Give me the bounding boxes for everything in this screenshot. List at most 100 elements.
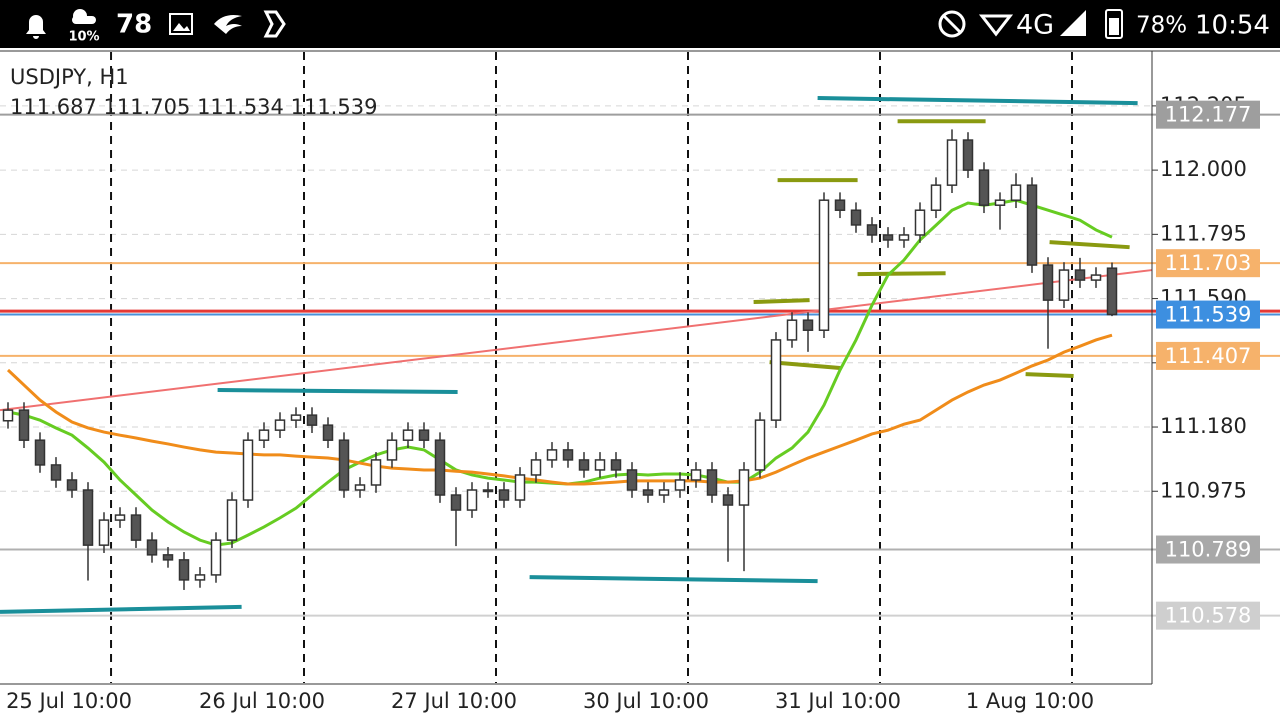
price-label: 111.539: [1165, 303, 1252, 327]
open-value: 111.687: [10, 95, 97, 119]
battery-level: 78%: [1136, 13, 1187, 39]
high-value: 111.705: [104, 95, 191, 119]
candle-body: [978, 169, 990, 206]
drawn-segment: [529, 575, 818, 584]
x-tick-label: 25 Jul 10:00: [6, 689, 132, 713]
drawn-segment: [857, 271, 946, 277]
notification-count: 78: [116, 10, 152, 40]
candle-body: [610, 459, 622, 471]
y-tick-label: 111.180: [1160, 414, 1247, 438]
price-label: 111.703: [1165, 251, 1252, 275]
price-label-box: [1156, 249, 1260, 278]
y-tick-label: 110.975: [1160, 478, 1247, 502]
candle-body: [690, 469, 702, 481]
plot: [0, 52, 1280, 683]
candle-body: [738, 469, 750, 506]
candle-body: [898, 234, 910, 241]
x-tick-label: 1 Aug 10:00: [966, 689, 1094, 713]
candle-body: [658, 489, 670, 496]
candle-body: [194, 574, 206, 581]
candle-body: [706, 469, 718, 496]
candle-body: [274, 419, 286, 431]
candle-body: [226, 499, 238, 541]
price-label-box: [1156, 100, 1260, 129]
candle-body: [530, 459, 542, 476]
candle-body: [2, 409, 14, 422]
candle-body: [962, 139, 974, 171]
candle-body: [258, 429, 270, 441]
candle-body: [626, 469, 638, 491]
drawn-segment: [0, 269, 1153, 412]
candle-body: [210, 539, 222, 576]
weather-text: 10%: [68, 30, 99, 45]
candle-body: [834, 199, 846, 211]
drawn-segment: [217, 388, 458, 394]
price-label-box: [1156, 601, 1260, 630]
candle-body: [1042, 264, 1054, 301]
candle-body: [578, 459, 590, 471]
drawn-segment: [817, 96, 1138, 106]
candle-body: [786, 319, 798, 341]
candle-body: [82, 489, 94, 546]
candle-body: [482, 489, 494, 493]
close-value: 111.539: [291, 95, 378, 119]
candle-body: [354, 484, 366, 491]
low-value: 111.534: [197, 95, 284, 119]
candle-body: [930, 184, 942, 211]
candle-body: [418, 429, 430, 441]
price-label: 112.177: [1165, 103, 1252, 127]
candle-body: [914, 209, 926, 236]
candle-body: [114, 514, 126, 521]
candle-body: [866, 224, 878, 236]
price-label-box: [1156, 535, 1260, 564]
candle-body: [242, 439, 254, 501]
candle-body: [802, 319, 814, 331]
drawn-segment: [1049, 240, 1130, 250]
candle-body: [18, 409, 30, 441]
y-tick-label: 112.000: [1160, 157, 1247, 181]
candle-body: [338, 439, 350, 491]
drawn-segment: [753, 298, 810, 305]
candle-body: [674, 479, 686, 491]
candle-body: [754, 419, 766, 471]
candle-body: [1090, 274, 1102, 281]
candle-body: [450, 494, 462, 511]
candle-body: [1058, 269, 1070, 301]
x-tick-label: 31 Jul 10:00: [775, 689, 901, 713]
candle-body: [562, 449, 574, 461]
drawn-segment: [0, 604, 242, 614]
ohlc-readout: 111.687 111.705 111.534 111.539: [10, 95, 377, 119]
candle-body: [306, 414, 318, 426]
status-icons: [26, 9, 1123, 39]
candle-body: [66, 479, 78, 491]
price-label: 110.789: [1165, 538, 1252, 562]
candle-body: [50, 464, 62, 481]
price-label: 110.578: [1165, 604, 1252, 628]
x-tick-label: 27 Jul 10:00: [391, 689, 517, 713]
price-label-box: [1156, 300, 1260, 329]
network-type: 4G: [1016, 10, 1054, 41]
y-tick-label: 111.795: [1160, 221, 1247, 245]
candle-body: [98, 519, 110, 546]
candle-body: [498, 489, 510, 501]
moving-average: [7, 198, 1113, 547]
clock: 10:54: [1195, 11, 1270, 41]
candle-body: [514, 474, 526, 501]
candle-body: [466, 489, 478, 511]
candle-body: [722, 494, 734, 506]
drawn-segment: [1025, 372, 1074, 378]
chart-title: USDJPY, H1: [10, 65, 129, 89]
moving-average: [6, 333, 1113, 486]
candle-body: [34, 439, 46, 466]
candle-body: [1106, 267, 1118, 316]
candle-body: [882, 234, 894, 241]
candle-body: [946, 139, 958, 186]
candle-body: [322, 424, 334, 441]
candle-body: [146, 539, 158, 556]
candle-body: [818, 199, 830, 331]
status-bar: [0, 0, 1280, 48]
candle-body: [642, 489, 654, 496]
price-label: 111.407: [1165, 344, 1252, 368]
